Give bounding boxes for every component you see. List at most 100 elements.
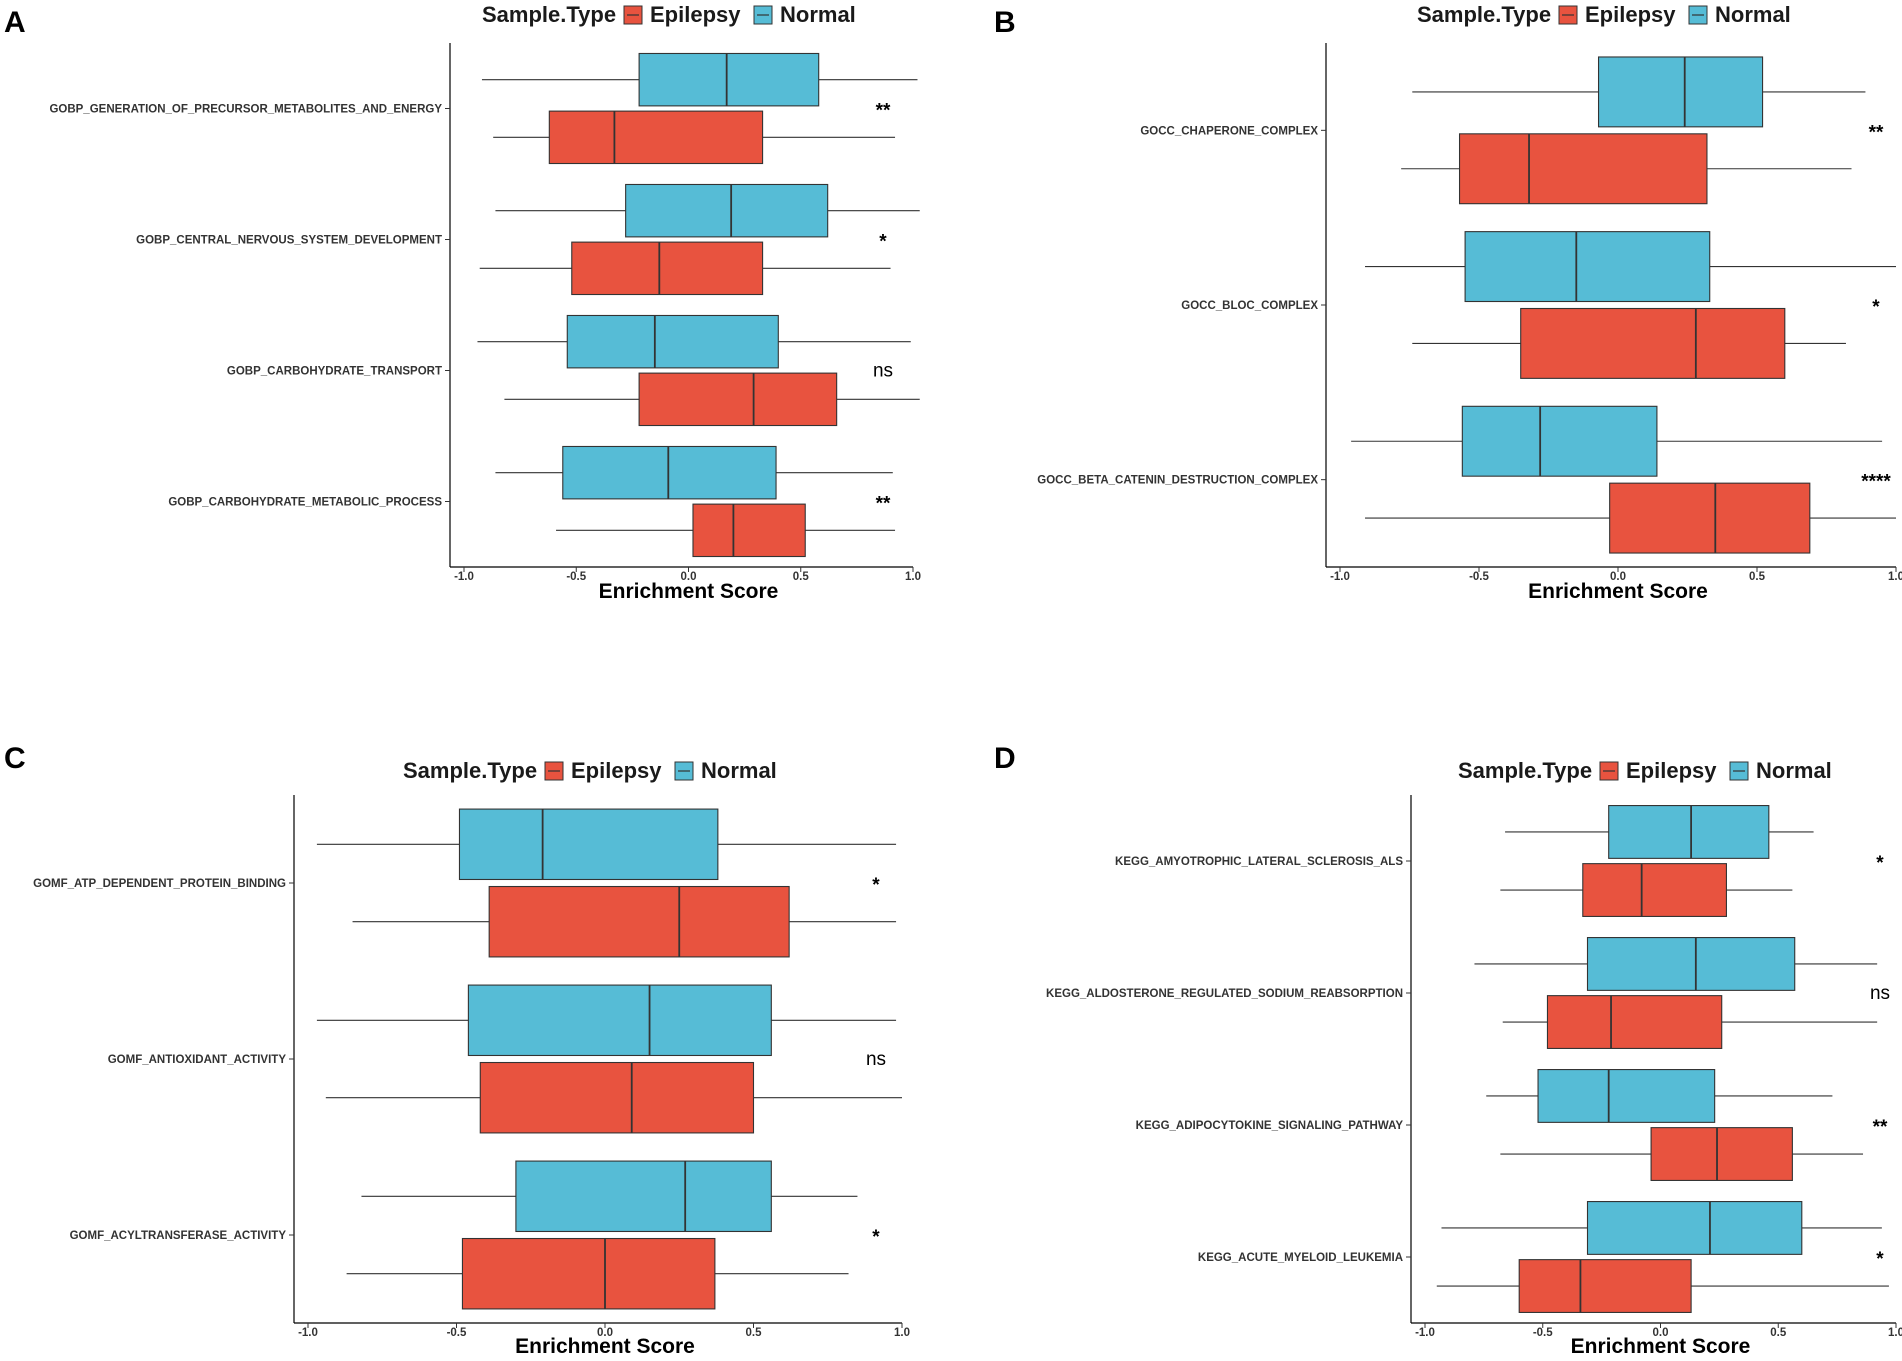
category-label: KEGG_ALDOSTERONE_REGULATED_SODIUM_REABSO… — [1046, 988, 1403, 1000]
category-label: GOMF_ACYLTRANSFERASE_ACTIVITY — [70, 1230, 287, 1242]
box-iqr — [1608, 805, 1770, 859]
box-epilepsy — [1365, 482, 1896, 554]
box-iqr — [461, 1237, 716, 1310]
significance-label: * — [872, 1227, 880, 1248]
box-iqr — [1597, 56, 1764, 128]
significance-label: ** — [1869, 122, 1884, 143]
box-iqr — [566, 314, 779, 369]
box-normal — [1441, 1201, 1882, 1255]
box-iqr — [1458, 133, 1708, 205]
panel-letter: D — [994, 742, 1016, 775]
category-label: GOBP_CARBOHYDRATE_TRANSPORT — [227, 366, 442, 378]
legend: Sample.Type Epilepsy Normal — [403, 758, 777, 783]
box-iqr — [488, 885, 790, 958]
category-label: KEGG_ACUTE_MYELOID_LEUKEMIA — [1198, 1252, 1403, 1264]
box-iqr — [1461, 405, 1658, 477]
legend: Sample.Type Epilepsy Normal — [1417, 2, 1791, 27]
x-tick-label: 1.0 — [905, 571, 921, 583]
legend-label-epilepsy: Epilepsy — [571, 758, 662, 783]
x-axis-title: Enrichment Score — [1571, 1335, 1751, 1358]
box-iqr — [479, 1061, 755, 1134]
category-label: GOCC_BLOC_COMPLEX — [1181, 300, 1318, 312]
box-iqr — [458, 808, 719, 881]
legend: Sample.Type Epilepsy Normal — [482, 2, 856, 27]
panel-letter: C — [4, 742, 26, 775]
x-tick-label: 0.5 — [1770, 1327, 1787, 1339]
significance-label: ns — [873, 361, 893, 382]
panel-d: D Sample.Type Epilepsy Normal -1.0 -0.5 0.0 0.5… — [994, 742, 1902, 1358]
significance-label: * — [1876, 1249, 1884, 1270]
box-epilepsy — [556, 503, 896, 558]
box-epilepsy — [352, 885, 897, 958]
box-normal — [1351, 405, 1883, 477]
x-tick-label: 0.0 — [1653, 1327, 1669, 1339]
box-iqr — [1582, 863, 1727, 917]
legend-label-epilepsy: Epilepsy — [1626, 758, 1717, 783]
x-axis-title: Enrichment Score — [1528, 580, 1708, 603]
box-epilepsy — [1436, 1259, 1889, 1313]
x-tick-label: -1.0 — [1330, 571, 1350, 583]
panel-a: A Sample.Type Epilepsy Normal -1.0 -0.5 0.0 0.5… — [4, 2, 921, 603]
x-tick-label: -0.5 — [1469, 571, 1489, 583]
legend-label-epilepsy: Epilepsy — [650, 2, 741, 27]
x-tick-label: 0.0 — [681, 571, 697, 583]
box-epilepsy — [1412, 307, 1846, 379]
box-epilepsy — [346, 1237, 849, 1310]
category-label: GOMF_ANTIOXIDANT_ACTIVITY — [108, 1054, 287, 1066]
category-label: GOBP_CENTRAL_NERVOUS_SYSTEM_DEVELOPMENT — [136, 235, 442, 247]
category-group: GOCC_BLOC_COMPLEX * — [1181, 231, 1896, 379]
category-label: GOMF_ATP_DEPENDENT_PROTEIN_BINDING — [33, 878, 286, 890]
x-tick-label: 0.5 — [1749, 571, 1766, 583]
box-normal — [495, 183, 920, 238]
legend-title: Sample.Type — [482, 2, 616, 27]
x-tick-label: 1.0 — [1888, 1327, 1902, 1339]
category-group: KEGG_AMYOTROPHIC_LATERAL_SCLEROSIS_ALS * — [1115, 805, 1884, 917]
legend: Sample.Type Epilepsy Normal — [1458, 758, 1832, 783]
category-label: KEGG_ADIPOCYTOKINE_SIGNALING_PATHWAY — [1136, 1120, 1404, 1132]
box-iqr — [1464, 231, 1711, 303]
box-epilepsy — [1401, 133, 1852, 205]
x-axis-title: Enrichment Score — [515, 1335, 695, 1358]
x-axis-title: Enrichment Score — [599, 580, 779, 603]
category-group: KEGG_ADIPOCYTOKINE_SIGNALING_PATHWAY ** — [1136, 1069, 1888, 1181]
x-tick-label: -0.5 — [1533, 1327, 1553, 1339]
box-iqr — [515, 1160, 772, 1233]
box-iqr — [1586, 1201, 1803, 1255]
panel-letter: B — [994, 6, 1016, 39]
category-group: GOBP_CARBOHYDRATE_METABOLIC_PROCESS ** — [168, 445, 896, 558]
category-group: KEGG_ACUTE_MYELOID_LEUKEMIA * — [1198, 1201, 1889, 1313]
x-tick-label: 1.0 — [1888, 571, 1902, 583]
box-normal — [1365, 231, 1896, 303]
box-iqr — [1650, 1127, 1793, 1181]
legend-title: Sample.Type — [1417, 2, 1551, 27]
panel-c: C Sample.Type Epilepsy Normal -1.0 -0.5 0.0 0.5… — [4, 742, 910, 1358]
category-group: GOMF_ANTIOXIDANT_ACTIVITY ns — [108, 984, 902, 1134]
significance-label: ** — [1873, 1117, 1888, 1138]
significance-label: ** — [876, 101, 891, 122]
category-label: GOCC_BETA_CATENIN_DESTRUCTION_COMPLEX — [1037, 475, 1318, 487]
box-iqr — [1520, 307, 1786, 379]
x-tick-label: -1.0 — [298, 1327, 318, 1339]
x-tick-label: -0.5 — [447, 1327, 467, 1339]
box-normal — [1412, 56, 1866, 128]
box-normal — [361, 1160, 858, 1233]
significance-label: ns — [866, 1049, 886, 1070]
box-iqr — [1609, 482, 1811, 554]
box-iqr — [1586, 937, 1796, 991]
box-iqr — [571, 241, 764, 296]
box-normal — [481, 52, 918, 107]
box-iqr — [467, 984, 772, 1057]
category-group: GOCC_CHAPERONE_COMPLEX ** — [1140, 56, 1884, 205]
legend-title: Sample.Type — [403, 758, 537, 783]
category-group: GOMF_ACYLTRANSFERASE_ACTIVITY * — [70, 1160, 880, 1310]
legend-label-epilepsy: Epilepsy — [1585, 2, 1676, 27]
box-normal — [1474, 937, 1878, 991]
box-epilepsy — [479, 241, 891, 296]
box-normal — [1505, 805, 1814, 859]
box-iqr — [638, 372, 838, 427]
box-normal — [1486, 1069, 1833, 1123]
box-iqr — [562, 445, 777, 500]
box-iqr — [548, 110, 764, 165]
x-tick-label: 0.5 — [746, 1327, 763, 1339]
